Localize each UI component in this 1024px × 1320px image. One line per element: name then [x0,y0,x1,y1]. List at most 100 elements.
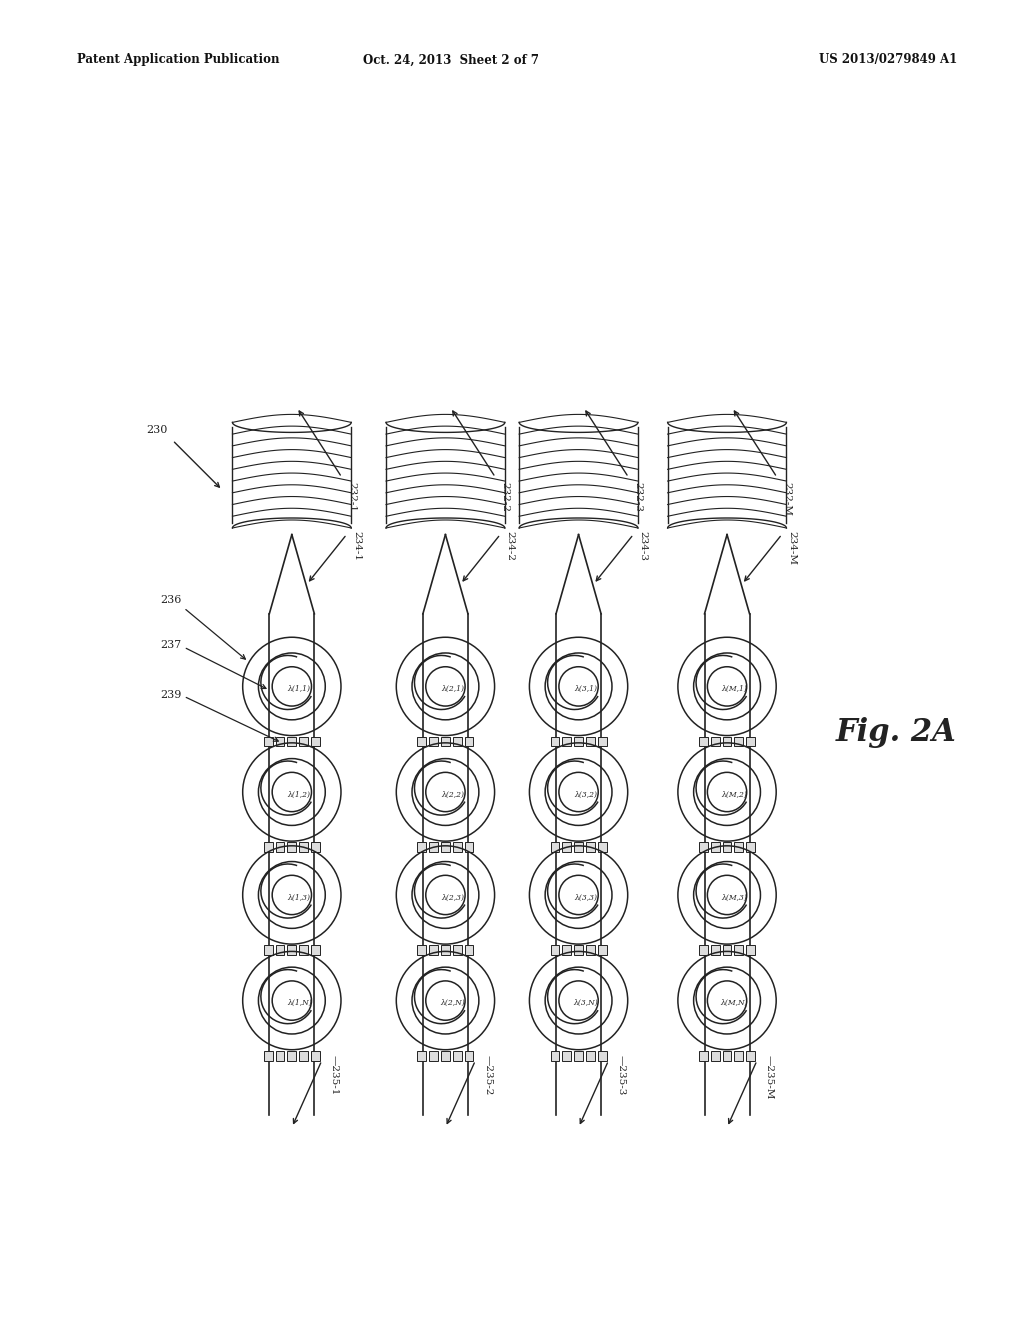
Bar [734,1051,743,1060]
Bar [418,842,426,851]
Text: λ(3,3): λ(3,3) [574,894,597,902]
Bar [264,842,272,851]
Bar [746,842,755,851]
Bar [699,842,708,851]
Bar [465,945,473,954]
Text: Oct. 24, 2013  Sheet 2 of 7: Oct. 24, 2013 Sheet 2 of 7 [362,54,539,66]
Bar [734,945,743,954]
Bar [574,945,583,954]
Bar [711,945,720,954]
Text: —235-M: —235-M [765,1056,774,1100]
Bar [551,842,559,851]
Bar [574,737,583,746]
Bar [551,1051,559,1060]
Bar [746,1051,755,1060]
Bar [562,945,571,954]
Bar [699,1051,708,1060]
Bar [429,737,438,746]
Text: λ(1,1): λ(1,1) [288,685,310,693]
Bar [275,737,285,746]
Bar [723,945,731,954]
Bar [723,1051,731,1060]
Bar [562,842,571,851]
Bar [299,842,308,851]
Text: λ(2,2): λ(2,2) [441,791,464,799]
Text: 234-1: 234-1 [352,531,360,561]
Text: Fig. 2A: Fig. 2A [836,717,956,748]
Bar [311,1051,319,1060]
Bar [586,737,595,746]
Bar [311,945,319,954]
Bar [699,737,708,746]
Text: 234-M: 234-M [787,531,796,565]
Bar [311,842,319,851]
Text: λ(3,N): λ(3,N) [573,999,598,1007]
Bar [429,945,438,954]
Text: λ(3,2): λ(3,2) [574,791,597,799]
Bar [264,737,272,746]
Bar [562,737,571,746]
Bar [465,1051,473,1060]
Bar [288,1051,296,1060]
Bar [299,1051,308,1060]
Text: λ(M,1): λ(M,1) [722,685,748,693]
Text: US 2013/0279849 A1: US 2013/0279849 A1 [819,54,957,66]
Bar [586,1051,595,1060]
Bar [441,1051,450,1060]
Bar [418,945,426,954]
Bar [598,842,606,851]
Text: 236: 236 [160,595,181,606]
Bar [299,737,308,746]
Bar [723,842,731,851]
Bar [711,842,720,851]
Bar [711,1051,720,1060]
Text: 232-1: 232-1 [347,482,356,512]
Bar [465,842,473,851]
Bar [551,737,559,746]
Text: λ(1,3): λ(1,3) [288,894,310,902]
Text: 232-3: 232-3 [634,482,643,512]
Bar [453,1051,462,1060]
Bar [598,737,606,746]
Bar [562,1051,571,1060]
Bar [574,842,583,851]
Bar [586,945,595,954]
Text: λ(2,1): λ(2,1) [441,685,464,693]
Bar [598,1051,606,1060]
Bar [746,737,755,746]
Bar [734,737,743,746]
Bar [418,737,426,746]
Text: λ(M,3): λ(M,3) [722,894,748,902]
Text: λ(3,1): λ(3,1) [574,685,597,693]
Bar [551,945,559,954]
Text: 237: 237 [160,640,181,649]
Text: —235-2: —235-2 [483,1056,493,1096]
Text: 230: 230 [146,425,168,436]
Bar [275,842,285,851]
Bar [746,945,755,954]
Bar [453,842,462,851]
Bar [288,945,296,954]
Text: 234-3: 234-3 [639,531,647,561]
Text: Patent Application Publication: Patent Application Publication [77,54,280,66]
Text: λ(M,N): λ(M,N) [721,999,749,1007]
Bar [465,737,473,746]
Bar [441,842,450,851]
Bar [598,945,606,954]
Text: λ(1,N): λ(1,N) [287,999,311,1007]
Text: 232-2: 232-2 [501,482,510,512]
Bar [418,1051,426,1060]
Bar [299,945,308,954]
Bar [429,1051,438,1060]
Text: 232-M: 232-M [782,482,791,516]
Bar [723,737,731,746]
Text: λ(1,2): λ(1,2) [288,791,310,799]
Bar [734,842,743,851]
Bar [264,1051,272,1060]
Bar [453,737,462,746]
Text: 234-2: 234-2 [506,531,514,561]
Bar [453,945,462,954]
Bar [711,737,720,746]
Bar [288,737,296,746]
Bar [288,842,296,851]
